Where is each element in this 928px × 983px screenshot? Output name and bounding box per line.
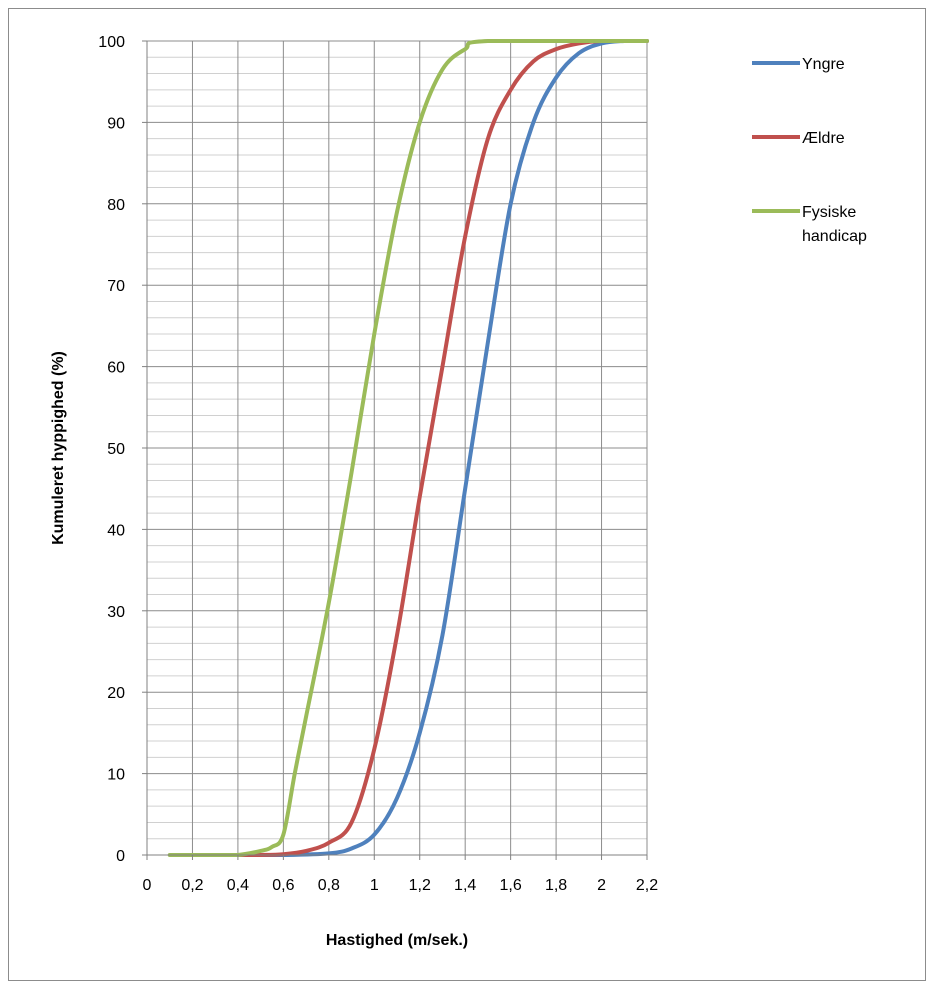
x-tick-label: 1,8 [545, 877, 567, 894]
x-tick-label: 0,2 [181, 877, 203, 894]
x-tick-label: 1,2 [409, 877, 431, 894]
series-line-fysiske-handicap [167, 38, 649, 857]
x-tick-label: 0,4 [227, 877, 249, 894]
x-tick-label: 1,4 [454, 877, 476, 894]
y-axis-title: Kumuleret hyppighed (%) [50, 351, 67, 545]
major-gridlines [146, 40, 648, 856]
legend-label-fysiske-handicap: Fysiske handicap [802, 204, 867, 245]
axes [142, 40, 648, 860]
y-tick-label: 60 [107, 360, 125, 377]
y-tick-label: 0 [116, 848, 125, 865]
legend: Yngre Ældre Fysiske handicap [752, 56, 867, 245]
y-tick-labels: 0 10 20 30 40 50 60 70 80 90 100 [98, 34, 125, 865]
x-tick-label: 1,6 [500, 877, 522, 894]
y-tick-label: 40 [107, 522, 125, 539]
x-tick-label: 0,8 [318, 877, 340, 894]
x-tick-label: 1 [370, 877, 379, 894]
legend-label-yngre: Yngre [802, 56, 845, 73]
x-tick-label: 0 [143, 877, 152, 894]
y-tick-label: 70 [107, 278, 125, 295]
y-tick-label: 20 [107, 685, 125, 702]
minor-gridlines [147, 56, 647, 840]
chart-frame [8, 8, 926, 981]
y-tick-label: 10 [107, 767, 125, 784]
y-tick-label: 80 [107, 197, 125, 214]
y-tick-label: 100 [98, 34, 125, 51]
series-line-ældre [235, 39, 649, 857]
x-tick-label: 2 [597, 877, 606, 894]
x-axis-title: Hastighed (m/sek.) [326, 932, 468, 949]
x-tick-label: 2,2 [636, 877, 658, 894]
legend-label-ældre: Ældre [802, 130, 845, 147]
x-tick-label: 0,6 [272, 877, 294, 894]
series-lines [167, 38, 649, 857]
x-tick-labels: 0 0,2 0,4 0,6 0,8 1 1,2 1,4 1,6 1,8 2 2,2 [143, 877, 659, 894]
y-tick-label: 50 [107, 441, 125, 458]
y-tick-label: 90 [107, 115, 125, 132]
y-tick-label: 30 [107, 604, 125, 621]
series-line-yngre [235, 39, 649, 857]
